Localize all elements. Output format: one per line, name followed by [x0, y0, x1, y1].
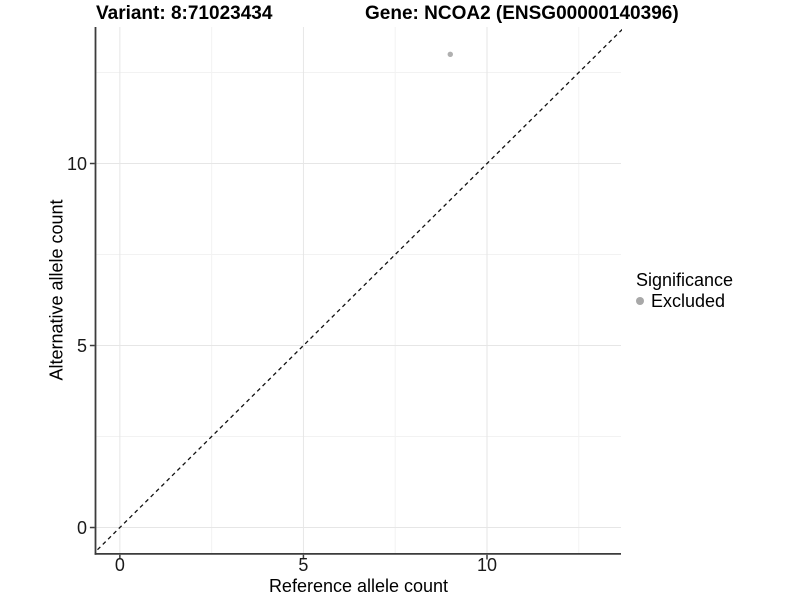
data-point [447, 51, 453, 58]
x-tick-label: 5 [298, 555, 308, 575]
y-tick-label: 0 [77, 518, 87, 538]
legend-point-icon [636, 297, 644, 305]
identity-line [95, 28, 622, 554]
x-tick-label: 10 [477, 555, 497, 575]
y-axis-title: Alternative allele count [46, 199, 67, 381]
legend-title: Significance [636, 270, 734, 290]
legend: Significance Excluded [636, 270, 733, 311]
x-axis-title: Reference allele count [268, 576, 449, 596]
y-tick-label: 5 [77, 336, 87, 356]
variant-title: Variant: 8:71023434 [96, 3, 273, 24]
legend-item-label: Excluded [651, 291, 726, 311]
x-tick-label: 0 [115, 555, 125, 575]
gene-title: Gene: NCOA2 (ENSG00000140396) [365, 3, 679, 24]
legend-item-excluded: Excluded [636, 291, 733, 311]
y-tick-label: 10 [67, 154, 87, 174]
